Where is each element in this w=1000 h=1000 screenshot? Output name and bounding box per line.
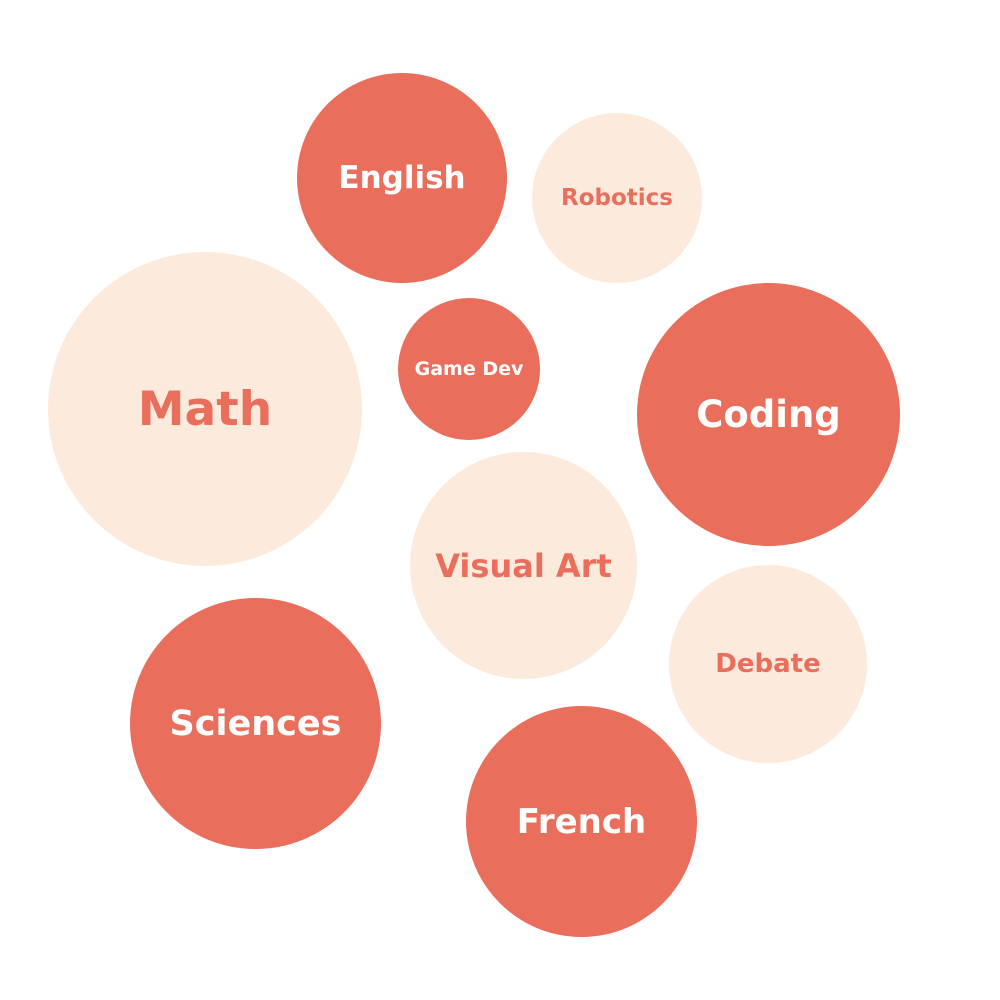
bubble-label-math: Math <box>137 381 273 437</box>
bubble-english: English <box>297 73 507 283</box>
bubble-label-coding: Coding <box>696 393 841 436</box>
bubble-label-game-dev: Game Dev <box>414 358 524 380</box>
bubble-debate: Debate <box>669 565 867 763</box>
bubble-label-sciences: Sciences <box>169 703 342 744</box>
bubble-label-visual-art: Visual Art <box>435 546 612 585</box>
bubble-math: Math <box>48 252 362 566</box>
bubble-game-dev: Game Dev <box>398 298 540 440</box>
bubble-label-english: English <box>338 160 466 196</box>
bubble-sciences: Sciences <box>130 598 381 849</box>
bubble-label-french: French <box>516 801 647 842</box>
bubble-robotics: Robotics <box>532 113 702 283</box>
bubble-french: French <box>466 706 697 937</box>
bubble-coding: Coding <box>637 283 900 546</box>
bubble-label-robotics: Robotics <box>561 185 673 211</box>
bubble-visual-art: Visual Art <box>410 452 637 679</box>
bubble-label-debate: Debate <box>715 649 821 679</box>
